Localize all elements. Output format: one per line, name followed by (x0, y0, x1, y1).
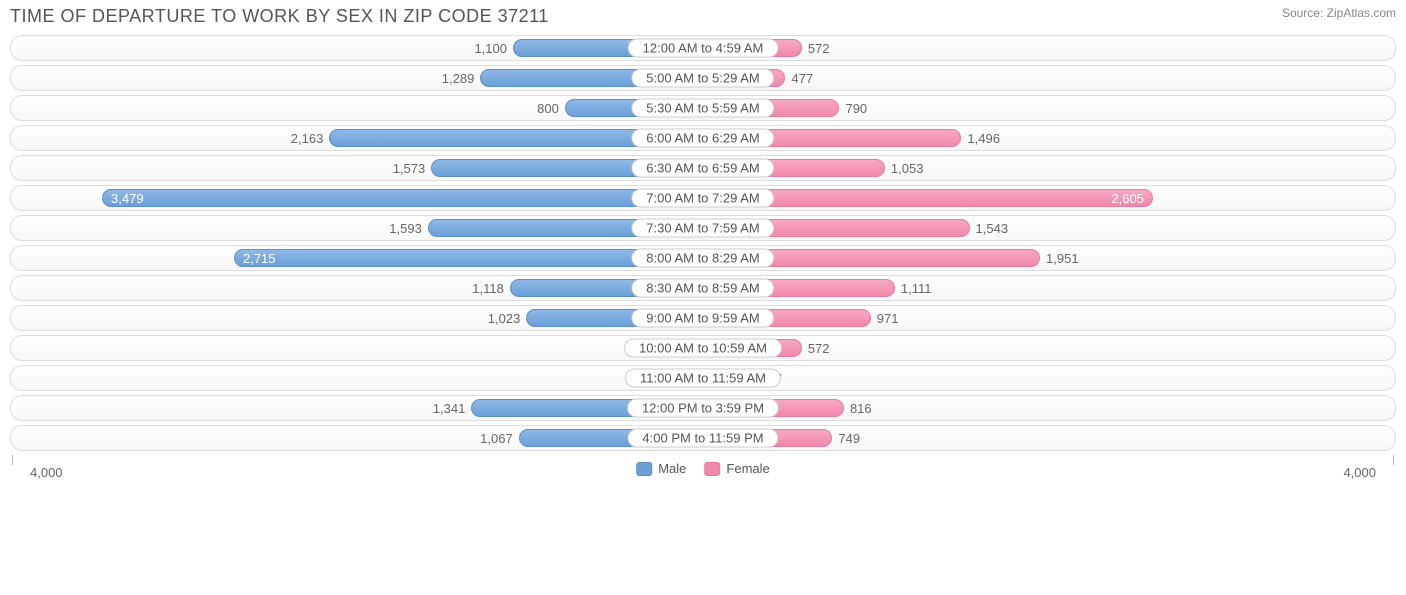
male-half: 92 (11, 366, 703, 390)
legend-female: Female (704, 461, 769, 476)
female-half: 790 (703, 96, 1395, 120)
time-range-label: 6:30 AM to 6:59 AM (631, 159, 774, 178)
female-half: 816 (703, 396, 1395, 420)
axis: 4,000 Male Female 4,000 (10, 455, 1396, 485)
female-half: 1,951 (703, 246, 1395, 270)
male-half: 1,100 (11, 36, 703, 60)
chart-row: 239 572 10:00 AM to 10:59 AM (10, 335, 1396, 361)
legend-female-label: Female (726, 461, 769, 476)
female-half: 1,543 (703, 216, 1395, 240)
chart-row: 1,289 477 5:00 AM to 5:29 AM (10, 65, 1396, 91)
time-range-label: 9:00 AM to 9:59 AM (631, 309, 774, 328)
male-value-label: 1,573 (393, 161, 426, 176)
swatch-female (704, 462, 720, 476)
axis-label-right: 4,000 (1343, 465, 1376, 480)
chart-row: 1,118 1,111 8:30 AM to 8:59 AM (10, 275, 1396, 301)
time-range-label: 6:00 AM to 6:29 AM (631, 129, 774, 148)
female-value-label: 971 (877, 311, 899, 326)
female-value-label: 1,496 (967, 131, 1000, 146)
time-range-label: 7:30 AM to 7:59 AM (631, 219, 774, 238)
male-half: 1,573 (11, 156, 703, 180)
male-half: 2,163 (11, 126, 703, 150)
male-half: 1,118 (11, 276, 703, 300)
female-value-label: 477 (791, 71, 813, 86)
female-half: 2,605 (703, 186, 1395, 210)
time-range-label: 10:00 AM to 10:59 AM (624, 339, 782, 358)
male-half: 2,715 (11, 246, 703, 270)
time-range-label: 12:00 AM to 4:59 AM (628, 39, 779, 58)
chart-row: 1,593 1,543 7:30 AM to 7:59 AM (10, 215, 1396, 241)
chart-title: TIME OF DEPARTURE TO WORK BY SEX IN ZIP … (10, 6, 549, 27)
chart-source: Source: ZipAtlas.com (1282, 6, 1396, 20)
chart-row: 800 790 5:30 AM to 5:59 AM (10, 95, 1396, 121)
axis-tick-left (12, 455, 13, 465)
male-half: 1,593 (11, 216, 703, 240)
male-half: 3,479 (11, 186, 703, 210)
male-half: 800 (11, 96, 703, 120)
female-half: 572 (703, 336, 1395, 360)
female-value-label: 1,053 (891, 161, 924, 176)
female-half: 572 (703, 36, 1395, 60)
time-range-label: 12:00 PM to 3:59 PM (627, 399, 779, 418)
chart-row: 1,067 749 4:00 PM to 11:59 PM (10, 425, 1396, 451)
chart-row: 1,573 1,053 6:30 AM to 6:59 AM (10, 155, 1396, 181)
diverging-bar-chart: 1,100 572 12:00 AM to 4:59 AM 1,289 477 5:00 … (10, 35, 1396, 451)
female-value-label: 1,951 (1046, 251, 1079, 266)
female-value-label: 1,111 (901, 281, 932, 296)
chart-row: 1,023 971 9:00 AM to 9:59 AM (10, 305, 1396, 331)
female-value-label: 816 (850, 401, 872, 416)
time-range-label: 8:30 AM to 8:59 AM (631, 279, 774, 298)
female-value-label: 790 (845, 101, 867, 116)
chart-row: 9229711:00 AM to 11:59 AM (10, 365, 1396, 391)
female-half: 297 (703, 366, 1395, 390)
male-value-label: 2,163 (291, 131, 324, 146)
chart-header: TIME OF DEPARTURE TO WORK BY SEX IN ZIP … (10, 6, 1396, 27)
male-value-label: 1,023 (488, 311, 521, 326)
male-value-label: 1,118 (472, 281, 504, 296)
female-half: 1,496 (703, 126, 1395, 150)
legend-male-label: Male (658, 461, 686, 476)
male-value-label: 1,289 (442, 71, 475, 86)
male-value-label: 1,100 (474, 41, 507, 56)
male-value-label: 3,479 (103, 191, 152, 206)
female-half: 749 (703, 426, 1395, 450)
female-value-label: 572 (808, 41, 830, 56)
axis-tick-right (1393, 455, 1394, 465)
male-value-label: 800 (537, 101, 559, 116)
female-value-label: 1,543 (976, 221, 1009, 236)
time-range-label: 11:00 AM to 11:59 AM (625, 369, 781, 388)
chart-row: 3,479 2,605 7:00 AM to 7:29 AM (10, 185, 1396, 211)
time-range-label: 5:00 AM to 5:29 AM (631, 69, 774, 88)
male-half: 239 (11, 336, 703, 360)
chart-row: 1,100 572 12:00 AM to 4:59 AM (10, 35, 1396, 61)
male-bar: 3,479 (102, 189, 703, 207)
chart-row: 2,715 1,951 8:00 AM to 8:29 AM (10, 245, 1396, 271)
time-range-label: 5:30 AM to 5:59 AM (631, 99, 774, 118)
chart-row: 1,341 816 12:00 PM to 3:59 PM (10, 395, 1396, 421)
time-range-label: 4:00 PM to 11:59 PM (627, 429, 778, 448)
male-half: 1,067 (11, 426, 703, 450)
female-value-label: 572 (808, 341, 830, 356)
female-half: 1,053 (703, 156, 1395, 180)
male-value-label: 1,593 (389, 221, 422, 236)
male-half: 1,289 (11, 66, 703, 90)
male-value-label: 1,067 (480, 431, 513, 446)
female-half: 971 (703, 306, 1395, 330)
chart-row: 2,163 1,496 6:00 AM to 6:29 AM (10, 125, 1396, 151)
time-range-label: 7:00 AM to 7:29 AM (631, 189, 774, 208)
legend: Male Female (636, 461, 770, 476)
male-half: 1,341 (11, 396, 703, 420)
male-value-label: 1,341 (433, 401, 466, 416)
female-half: 477 (703, 66, 1395, 90)
legend-male: Male (636, 461, 686, 476)
male-half: 1,023 (11, 306, 703, 330)
time-range-label: 8:00 AM to 8:29 AM (631, 249, 774, 268)
swatch-male (636, 462, 652, 476)
female-value-label: 749 (838, 431, 860, 446)
axis-label-left: 4,000 (30, 465, 63, 480)
female-half: 1,111 (703, 276, 1395, 300)
female-value-label: 2,605 (1103, 191, 1152, 206)
male-value-label: 2,715 (235, 251, 284, 266)
